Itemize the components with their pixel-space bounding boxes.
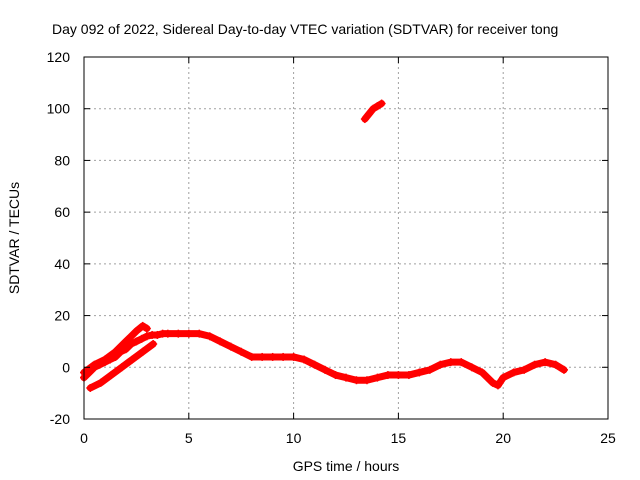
data-point (520, 365, 529, 374)
data-point (149, 340, 158, 349)
y-tick-label: 60 (54, 204, 70, 220)
data-point (132, 327, 141, 336)
data-point (478, 368, 487, 377)
x-tick-label: 20 (495, 430, 511, 446)
data-point (559, 365, 568, 374)
data-point (268, 352, 277, 361)
data-point (360, 115, 369, 124)
data-point (331, 371, 340, 380)
y-tick-label: 100 (47, 101, 71, 117)
tick-labels: 0 5 10 15 20 25 -20 0 20 40 60 80 100 120 (47, 49, 616, 446)
x-axis-label: GPS time / hours (293, 458, 400, 474)
data-point (300, 355, 309, 364)
data-band (80, 322, 151, 376)
data-point (509, 368, 518, 377)
data-point (205, 332, 214, 341)
data-point (142, 332, 151, 341)
x-tick-label: 0 (80, 430, 88, 446)
data-point (111, 347, 120, 356)
data-point (258, 352, 267, 361)
plot-frame (83, 56, 609, 420)
data-point (394, 371, 403, 380)
data-point (551, 360, 560, 369)
y-tick-label: 40 (54, 256, 70, 272)
data-point (90, 360, 99, 369)
y-tick-label: 20 (54, 308, 70, 324)
data-point (184, 329, 193, 338)
data-point (425, 365, 434, 374)
data-point (237, 347, 246, 356)
y-tick-label: -20 (50, 411, 70, 427)
data-point (373, 373, 382, 382)
data-point (247, 352, 256, 361)
data-point (530, 360, 539, 369)
data-point (138, 347, 147, 356)
data-point (138, 321, 147, 330)
data-point (415, 368, 424, 377)
y-tick-label: 0 (62, 359, 70, 375)
data-point (404, 371, 413, 380)
data-point (541, 358, 550, 367)
data-point (457, 358, 466, 367)
data-point (499, 373, 508, 382)
data-point (467, 363, 476, 372)
data-point (100, 355, 109, 364)
data-point (153, 330, 162, 339)
data-point (174, 329, 183, 338)
data-band (80, 330, 568, 389)
data-point (142, 324, 151, 333)
data-point (436, 360, 445, 369)
data-point (216, 337, 225, 346)
x-tick-label: 10 (286, 430, 302, 446)
data-point (279, 352, 288, 361)
chart-title: Day 092 of 2022, Sidereal Day-to-day VTE… (52, 21, 558, 37)
data-point (352, 376, 361, 385)
data-point (226, 342, 235, 351)
data-point (107, 371, 116, 380)
x-tick-label: 5 (185, 430, 193, 446)
data-point (163, 329, 172, 338)
x-tick-label: 25 (600, 430, 616, 446)
data-point (373, 102, 382, 111)
data-point (132, 337, 141, 346)
data-point (121, 337, 130, 346)
y-tick-label: 80 (54, 152, 70, 168)
data-point (121, 345, 130, 354)
data-point (86, 383, 95, 392)
y-axis-label: SDTVAR / TECUs (6, 182, 22, 294)
data-point (321, 365, 330, 374)
data-point (117, 363, 126, 372)
data-point (289, 352, 298, 361)
data-point (342, 373, 350, 382)
x-tick-label: 15 (391, 430, 407, 446)
y-tick-label: 120 (47, 49, 71, 65)
data-point (127, 340, 136, 349)
data-point (195, 329, 204, 338)
data-point (493, 381, 502, 390)
data-point (446, 358, 455, 367)
data-point (365, 109, 374, 118)
data-point (383, 371, 392, 380)
data-point (483, 373, 492, 382)
data-point (96, 378, 105, 387)
data-point (362, 376, 371, 385)
axis-ticks (83, 56, 609, 420)
data-point (488, 378, 497, 387)
data-point (310, 360, 319, 369)
data-point (369, 104, 378, 113)
data-point (377, 99, 386, 108)
data-points (80, 99, 568, 392)
data-point (137, 334, 146, 343)
data-point (128, 355, 137, 364)
